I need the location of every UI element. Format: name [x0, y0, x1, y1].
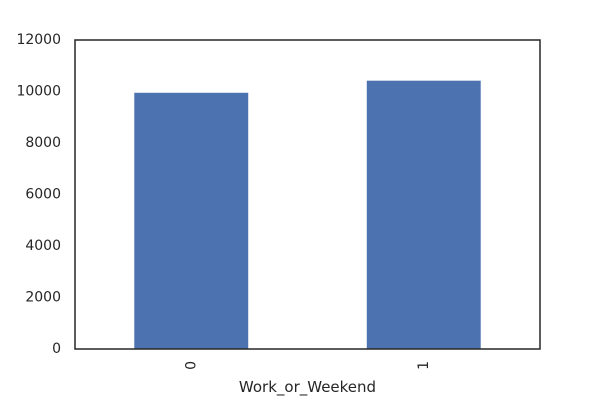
- y-tick-label: 12000: [16, 32, 61, 48]
- y-tick-label: 2000: [25, 290, 61, 306]
- bar-1: [366, 80, 481, 349]
- y-tick-label: 6000: [25, 187, 61, 203]
- bars: [134, 80, 481, 349]
- y-axis-ticks: 0 2000 4000 6000 8000 10000 12000: [16, 32, 61, 357]
- x-tick-label-1: 1: [416, 361, 432, 370]
- bar-0: [134, 92, 249, 349]
- x-axis-label: Work_or_Weekend: [239, 378, 376, 397]
- y-tick-label: 8000: [25, 135, 61, 151]
- plot-frame: [74, 39, 541, 350]
- y-tick-label: 10000: [16, 84, 61, 100]
- x-tick-label-0: 0: [183, 361, 199, 370]
- y-tick-label: 4000: [25, 238, 61, 254]
- y-tick-label: 0: [52, 341, 61, 357]
